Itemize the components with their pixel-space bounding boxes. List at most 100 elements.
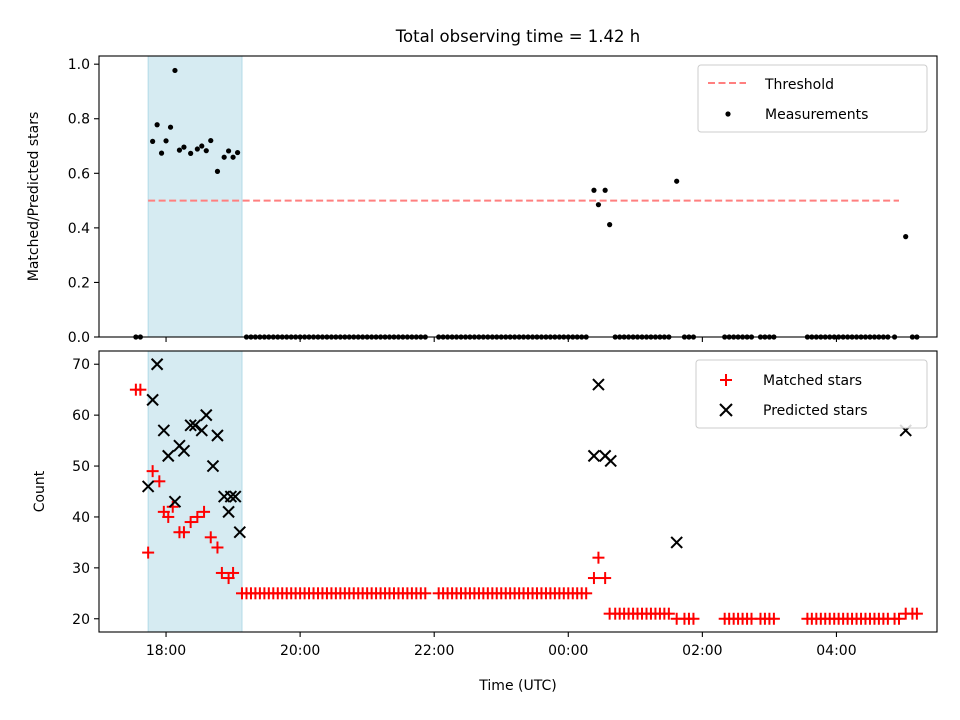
top-shaded-region — [147, 55, 243, 338]
measurement-point — [602, 187, 608, 193]
legend-matched-label: Matched stars — [763, 373, 862, 389]
matched-point — [162, 510, 175, 523]
top-y-axis-label: Matched/Predicted stars — [26, 112, 42, 282]
top-panel: 0.0 0.2 0.4 0.6 0.8 1.0 Matched/Predicted sta… — [26, 55, 938, 346]
predicted-point — [587, 449, 601, 463]
matched-point — [910, 607, 923, 620]
predicted-point — [592, 378, 605, 391]
matched-point — [191, 510, 204, 523]
predicted-point — [195, 424, 208, 437]
matched-point — [184, 516, 197, 529]
measurement-point — [203, 148, 209, 154]
predicted-point — [604, 454, 617, 468]
legend-measurements-label: Measurements — [765, 107, 868, 123]
predicted-point — [200, 408, 213, 422]
predicted-point — [206, 459, 220, 473]
x-axis-label: Time (UTC) — [478, 678, 556, 694]
measurement-point — [607, 222, 613, 228]
predicted-point — [162, 449, 175, 463]
measurement-point — [234, 149, 241, 156]
x-tick-label: 00:00 — [548, 643, 588, 659]
chart-title: Total observing time = 1.42 h — [395, 27, 640, 46]
x-tick-label: 04:00 — [816, 643, 856, 659]
bottom-y-axis-label: Count — [32, 470, 48, 512]
predicted-point — [150, 358, 164, 371]
matched-point — [227, 566, 240, 579]
matched-point — [587, 572, 600, 585]
x-tick-label: 20:00 — [280, 643, 320, 659]
measurement-point — [154, 122, 160, 128]
y-tick-label: 0.4 — [68, 221, 90, 237]
matched-point — [146, 465, 159, 478]
matched-point — [599, 572, 612, 585]
matched-point — [419, 587, 432, 600]
matched-point — [767, 612, 780, 625]
measurement-point — [591, 187, 597, 193]
matched-point — [142, 546, 155, 559]
top-axes-frame — [98, 55, 938, 338]
top-legend-box — [697, 64, 928, 133]
predicted-point — [670, 536, 683, 549]
measurement-point — [221, 154, 227, 160]
predicted-point — [146, 393, 159, 407]
measurement-point — [230, 154, 236, 160]
legend-threshold-label: Threshold — [764, 77, 834, 93]
legend-matched-swatch — [720, 374, 732, 386]
y-tick-label: 50 — [72, 459, 90, 475]
matched-point — [592, 551, 605, 564]
predicted-point — [141, 480, 155, 493]
top-x-ticks — [165, 337, 837, 342]
bottom-axes-frame — [98, 350, 938, 633]
measurement-point — [181, 144, 187, 150]
matched-point — [211, 541, 224, 554]
y-tick-label: 0.6 — [68, 166, 90, 182]
measurement-point — [674, 178, 680, 184]
matched-point — [198, 505, 211, 518]
x-tick-label: 02:00 — [682, 643, 722, 659]
legend-predicted-swatch — [719, 403, 733, 417]
y-tick-label: 0.8 — [68, 112, 90, 128]
matched-points — [129, 383, 923, 625]
predicted-point — [188, 419, 202, 432]
y-tick-label: 70 — [72, 357, 90, 373]
top-y-ticks: 0.0 0.2 0.4 0.6 0.8 1.0 — [68, 57, 99, 346]
measurement-point — [167, 124, 174, 130]
matched-point — [153, 475, 166, 488]
y-tick-label: 30 — [72, 561, 90, 577]
top-legend: Threshold Measurements — [697, 64, 928, 133]
predicted-point — [177, 444, 191, 457]
measurement-point — [225, 148, 232, 154]
predicted-points — [141, 358, 912, 549]
bottom-x-ticks: 18:00 20:00 22:00 00:00 02:00 04:00 — [146, 632, 857, 659]
y-tick-label: 60 — [72, 408, 90, 424]
predicted-point — [222, 505, 235, 519]
measurement-point — [199, 143, 205, 149]
legend-measurements-swatch — [725, 111, 731, 117]
predicted-point — [157, 424, 171, 437]
x-tick-label: 22:00 — [414, 643, 454, 659]
matched-point — [177, 526, 190, 539]
measurement-point — [163, 138, 169, 144]
matched-point — [662, 607, 675, 620]
y-tick-label: 0.2 — [68, 275, 90, 291]
predicted-point — [233, 526, 246, 539]
matched-point — [134, 383, 147, 396]
matched-point — [687, 612, 700, 625]
y-tick-label: 0.0 — [68, 330, 90, 346]
measurement-point — [176, 147, 183, 153]
y-tick-label: 40 — [72, 510, 90, 526]
matched-point — [580, 587, 593, 600]
legend-predicted-label: Predicted stars — [763, 403, 868, 419]
measurement-point — [194, 146, 200, 152]
measurement-point — [903, 234, 909, 240]
measurement-point — [188, 150, 194, 156]
bottom-legend: Matched stars Predicted stars — [695, 359, 928, 429]
measurement-point — [595, 202, 602, 208]
bottom-y-ticks: 20 30 40 50 60 70 — [72, 357, 99, 628]
measurement-point — [208, 137, 214, 144]
measurement-point — [214, 168, 221, 175]
measurement-point — [150, 138, 156, 144]
y-tick-label: 1.0 — [68, 57, 90, 73]
predicted-point — [168, 495, 182, 508]
